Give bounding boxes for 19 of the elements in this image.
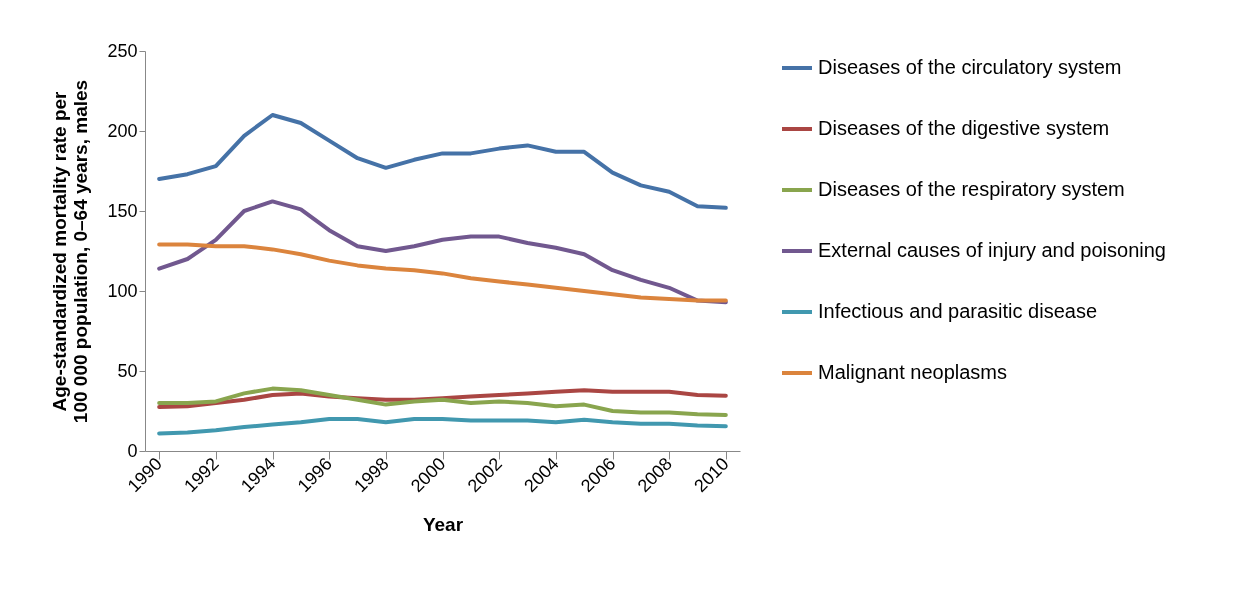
line-series: [157, 199, 728, 305]
line-series: [157, 417, 728, 436]
legend-label: Diseases of the digestive system: [818, 117, 1110, 139]
line-series: [157, 113, 728, 210]
legend-label: Diseases of the respiratory system: [818, 178, 1125, 200]
legend-label: Malignant neoplasms: [818, 361, 1007, 383]
y-tick-label: 250: [107, 40, 138, 61]
x-axis-title: Year: [422, 514, 464, 536]
legend-label: Diseases of the circulatory system: [818, 56, 1122, 78]
legend-label: External causes of injury and poisoning: [818, 239, 1166, 261]
line-series: [157, 242, 728, 303]
line-series: [157, 386, 728, 417]
legend-label: Infectious and parasitic disease: [818, 300, 1098, 322]
y-tick-label: 100: [107, 280, 138, 301]
y-tick-label: 200: [107, 120, 138, 141]
y-tick-label: 150: [107, 200, 138, 221]
y-tick-label: 50: [117, 360, 138, 381]
y-axis-title: Age-standardized mortality rate per 100 000 population, 0–64 years, males: [49, 79, 92, 424]
y-tick-label: 0: [127, 440, 138, 461]
